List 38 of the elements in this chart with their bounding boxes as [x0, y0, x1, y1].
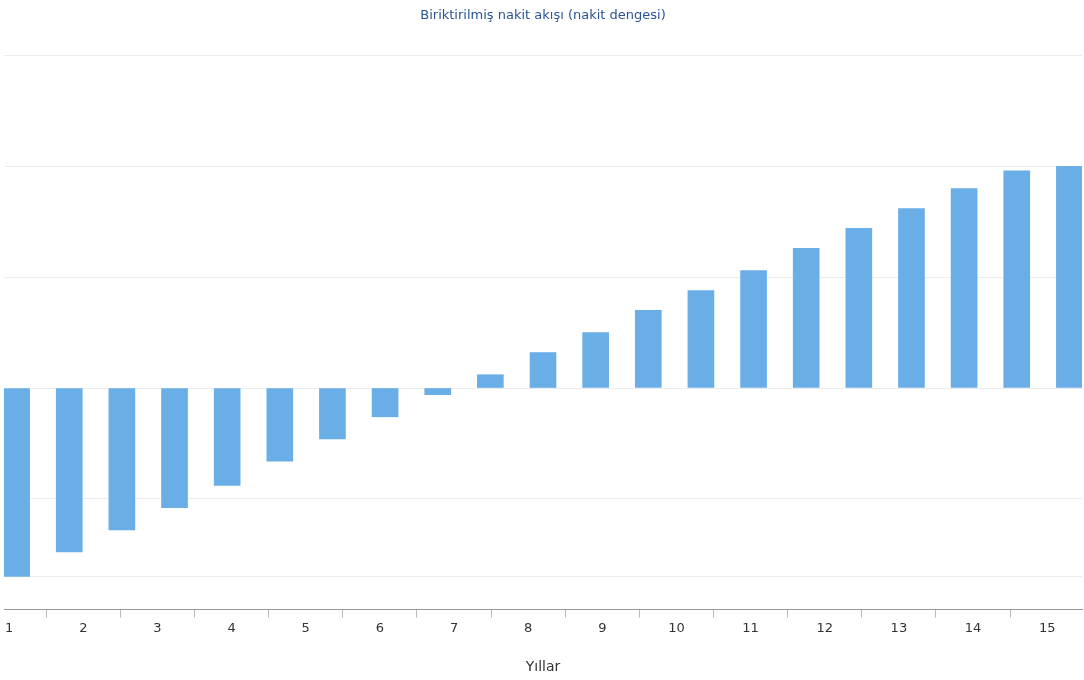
x-tick-label: 9 [598, 619, 607, 635]
x-axis-title: Yıllar [524, 658, 561, 675]
bar [424, 388, 452, 395]
x-tick-label: 4 [227, 619, 236, 635]
bar [845, 228, 873, 388]
bar [740, 270, 767, 388]
x-tick-label: 12 [816, 619, 834, 635]
bar [161, 388, 188, 508]
x-tick-label: 5 [301, 619, 310, 635]
x-tick-label: 10 [668, 619, 685, 635]
bar [477, 374, 504, 388]
bar [950, 188, 978, 388]
x-tick-label: 8 [524, 619, 533, 635]
bar [582, 332, 609, 388]
bar [213, 388, 241, 486]
bar [319, 388, 346, 440]
bar [4, 388, 30, 577]
x-tick-label: 7 [449, 619, 459, 635]
bar [371, 388, 399, 418]
bar [634, 310, 662, 388]
bar [1003, 170, 1031, 388]
bar [898, 208, 925, 388]
bar [108, 388, 136, 531]
chart-title: Biriktirilmiş nakit akışı (nakit dengesi) [420, 7, 666, 23]
x-tick-label: 3 [153, 619, 162, 635]
bar [792, 248, 820, 388]
x-tick-label: 15 [1038, 619, 1056, 635]
bar [1056, 166, 1082, 388]
bar [55, 388, 83, 553]
x-tick-label: 2 [79, 619, 88, 635]
x-tick-label: 1 [5, 619, 14, 635]
bar [266, 388, 294, 462]
x-tick-label: 14 [964, 619, 982, 635]
x-tick-label: 11 [742, 619, 759, 635]
bar [687, 290, 715, 388]
bar [529, 352, 557, 388]
x-tick-label: 6 [375, 619, 385, 635]
x-tick-label: 13 [890, 619, 908, 635]
